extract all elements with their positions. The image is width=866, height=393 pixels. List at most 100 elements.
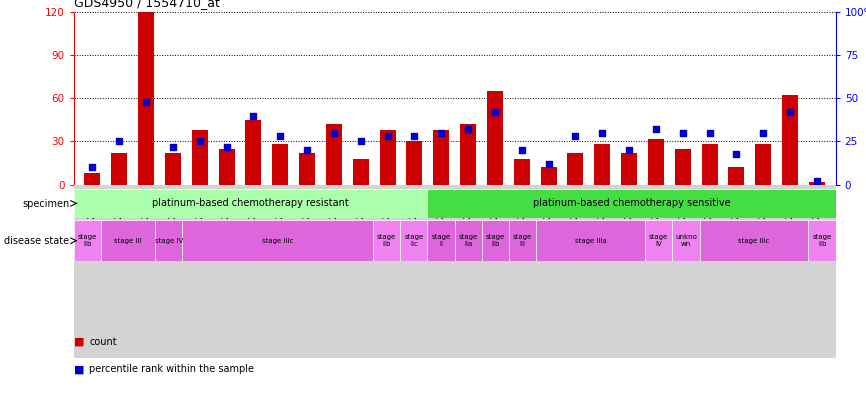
Text: GSM1243903: GSM1243903 [785, 190, 795, 236]
Bar [272, 144, 288, 185]
Text: stage
IV: stage IV [650, 234, 669, 247]
Point [541, 161, 555, 167]
Bar [648, 139, 664, 185]
Point [622, 147, 636, 153]
Bar [100, 220, 155, 261]
Point [729, 151, 743, 157]
Text: stage III: stage III [114, 238, 142, 244]
Text: GSM1243888: GSM1243888 [705, 190, 714, 236]
Point [783, 109, 797, 115]
Point [649, 126, 662, 132]
Bar [567, 153, 584, 185]
Text: ■: ■ [74, 364, 84, 375]
Text: GSM1243896: GSM1243896 [356, 190, 365, 236]
Text: GSM1243899: GSM1243899 [812, 190, 822, 236]
Bar [675, 149, 691, 185]
Bar [191, 130, 208, 185]
Bar [594, 144, 611, 185]
Bar [700, 220, 809, 261]
Bar [400, 220, 428, 261]
Bar [428, 220, 455, 261]
Point [113, 138, 126, 145]
Text: stage IV: stage IV [155, 238, 183, 244]
Bar [183, 220, 373, 261]
Point [568, 133, 582, 140]
Bar [74, 189, 428, 218]
Text: GSM1243877: GSM1243877 [624, 190, 634, 236]
Point [247, 112, 261, 119]
Text: GSM1243891: GSM1243891 [249, 190, 258, 236]
Point [595, 130, 609, 136]
Point [327, 130, 341, 136]
Text: GSM1243904: GSM1243904 [141, 190, 151, 236]
Bar [406, 141, 423, 185]
Text: stage
IIc: stage IIc [404, 234, 423, 247]
Bar [540, 167, 557, 185]
Text: GSM1243883: GSM1243883 [678, 190, 688, 236]
Text: percentile rank within the sample: percentile rank within the sample [89, 364, 255, 375]
Point [166, 143, 180, 150]
Bar [509, 220, 536, 261]
Text: stage IIIa: stage IIIa [575, 238, 606, 244]
Text: GSM1243894: GSM1243894 [302, 190, 312, 236]
Bar [487, 91, 503, 185]
Bar [352, 159, 369, 185]
Text: ■: ■ [74, 337, 84, 347]
Text: stage
III: stage III [513, 234, 533, 247]
Point [488, 109, 501, 115]
Text: GSM1243882: GSM1243882 [195, 190, 204, 236]
Bar [672, 220, 700, 261]
Point [193, 138, 207, 145]
Text: platinum-based chemotherapy resistant: platinum-based chemotherapy resistant [152, 198, 349, 208]
Text: GSM1243893: GSM1243893 [87, 190, 97, 236]
Text: GSM1243898: GSM1243898 [436, 190, 446, 236]
Text: GDS4950 / 1554710_at: GDS4950 / 1554710_at [74, 0, 219, 9]
Point [354, 138, 368, 145]
Bar [326, 124, 342, 185]
Bar [782, 95, 798, 185]
Text: GSM1243890: GSM1243890 [571, 190, 580, 236]
Text: GSM1243900: GSM1243900 [598, 190, 607, 236]
Bar [460, 124, 476, 185]
Point [461, 126, 475, 132]
Text: stage
IIa: stage IIa [459, 234, 478, 247]
Text: unkno
wn: unkno wn [675, 234, 697, 247]
Bar [299, 153, 315, 185]
Point [810, 178, 824, 184]
Point [381, 133, 395, 140]
Bar [74, 220, 100, 261]
Point [435, 130, 449, 136]
Bar [428, 189, 836, 218]
Bar [373, 220, 400, 261]
Text: stage IIIc: stage IIIc [739, 238, 770, 244]
Text: GSM1243895: GSM1243895 [410, 190, 419, 236]
Text: GSM1243878: GSM1243878 [168, 190, 178, 236]
Text: stage
IIb: stage IIb [78, 234, 97, 247]
Bar [84, 173, 100, 185]
Text: GSM1243902: GSM1243902 [759, 190, 768, 236]
Text: disease state: disease state [4, 236, 69, 246]
Point [675, 130, 689, 136]
Bar [379, 130, 396, 185]
Bar [621, 153, 637, 185]
Bar [701, 144, 718, 185]
Point [220, 143, 234, 150]
Text: stage
IIb: stage IIb [486, 234, 505, 247]
Bar [111, 153, 127, 185]
Bar [165, 153, 181, 185]
Text: stage
IIb: stage IIb [377, 234, 397, 247]
Point [702, 130, 716, 136]
Bar [218, 149, 235, 185]
Text: GSM1243884: GSM1243884 [651, 190, 661, 236]
Bar [728, 167, 745, 185]
Point [756, 130, 770, 136]
Text: GSM1243885: GSM1243885 [383, 190, 392, 236]
Point [139, 99, 153, 105]
Bar [481, 220, 509, 261]
Text: GSM1243886: GSM1243886 [463, 190, 473, 236]
Text: GSM1243889: GSM1243889 [544, 190, 553, 236]
Bar [645, 220, 672, 261]
Bar [155, 220, 183, 261]
Text: GSM1243880: GSM1243880 [222, 190, 231, 236]
Text: specimen: specimen [22, 198, 69, 209]
